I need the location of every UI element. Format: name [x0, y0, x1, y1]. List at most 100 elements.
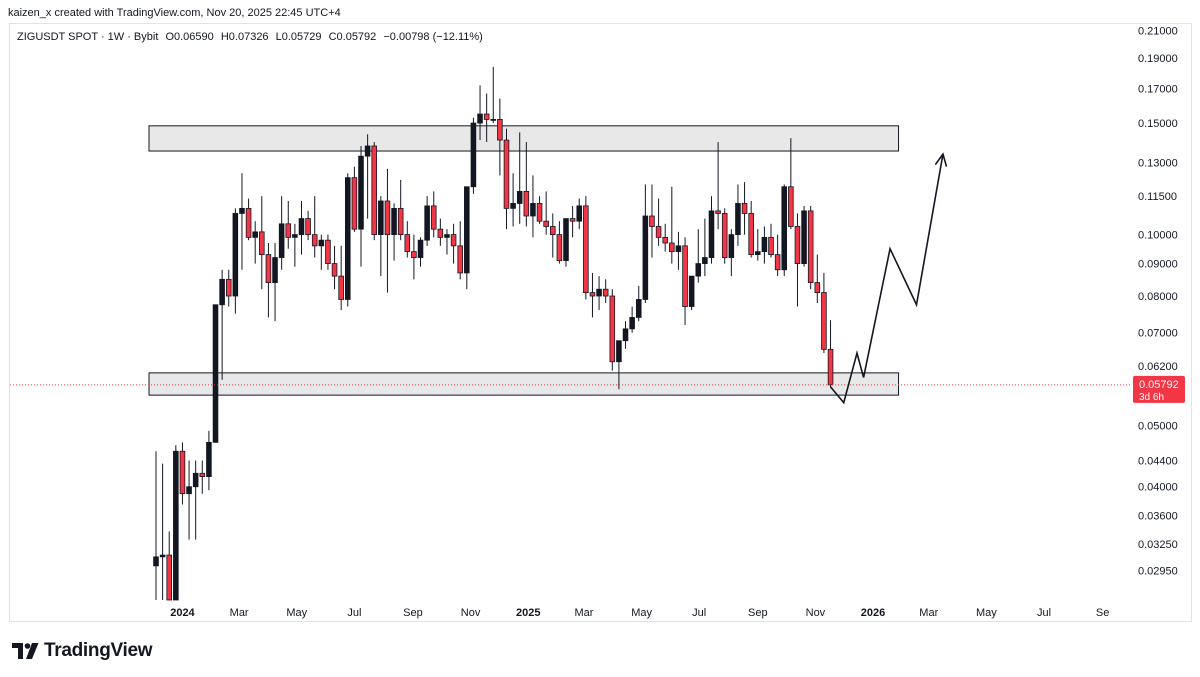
- legend-symbol[interactable]: ZIGUSDT SPOT · 1W · Bybit: [17, 31, 159, 43]
- candle: [411, 234, 417, 280]
- candle: [635, 285, 642, 322]
- candle-body-up: [173, 450, 179, 601]
- candle: [199, 460, 206, 494]
- candle-body-down: [807, 210, 814, 283]
- candle: [397, 179, 404, 241]
- candle: [153, 451, 159, 600]
- x-tick-label: 2026: [861, 607, 885, 619]
- candle: [549, 213, 556, 258]
- candle: [655, 198, 662, 246]
- candle-body-up: [735, 203, 741, 236]
- candle: [404, 221, 411, 258]
- candle-body-up: [464, 186, 470, 274]
- candle: [669, 186, 675, 264]
- candle: [794, 213, 801, 307]
- support-zone: [148, 372, 900, 396]
- candle-body-down: [569, 218, 576, 222]
- candle: [748, 200, 754, 258]
- candle-body-down: [457, 245, 463, 274]
- candle: [298, 200, 305, 255]
- candle: [483, 93, 490, 143]
- x-tick-label: 2024: [170, 607, 195, 619]
- candle-body-down: [549, 226, 556, 236]
- x-tick-label: Nov: [806, 607, 826, 619]
- candle: [807, 205, 814, 290]
- candle: [259, 196, 265, 290]
- candle: [378, 196, 384, 277]
- x-tick-label: Mar: [574, 607, 593, 619]
- tradingview-logo[interactable]: TradingView: [12, 640, 153, 662]
- candle-body-down: [589, 292, 596, 297]
- candle: [219, 269, 225, 380]
- candle: [464, 186, 470, 290]
- candle: [755, 229, 761, 261]
- candle-body-down: [179, 450, 186, 495]
- candle-body-down: [384, 200, 391, 236]
- candle: [688, 275, 695, 311]
- legend-high: H0.07326: [220, 31, 269, 43]
- candle: [331, 245, 338, 290]
- candle-body-up: [477, 113, 483, 124]
- y-tick-label: 0.02950: [1138, 565, 1178, 577]
- candle: [510, 173, 516, 227]
- y-tick-label: 0.11500: [1138, 191, 1177, 203]
- chart-frame: [9, 23, 1192, 622]
- candle: [457, 221, 463, 280]
- resistance-zone: [148, 125, 900, 152]
- candle-body-down: [166, 554, 173, 601]
- candle: [788, 138, 794, 230]
- candle-body-up: [629, 317, 635, 330]
- candle: [364, 134, 371, 219]
- y-tick-label: 0.10000: [1138, 230, 1178, 242]
- candle-body-down: [768, 236, 774, 255]
- x-tick-label: Sep: [403, 607, 423, 619]
- candle: [212, 304, 219, 443]
- candle: [384, 168, 391, 293]
- y-tick-label: 0.03250: [1138, 539, 1178, 551]
- candle-body-up: [292, 234, 298, 238]
- candle: [318, 234, 325, 270]
- candle-body-down: [225, 278, 232, 297]
- candle-body-down: [649, 215, 655, 227]
- candle: [391, 203, 397, 261]
- candle: [159, 463, 166, 600]
- candle-body-down: [503, 139, 510, 209]
- candle-body-down: [338, 275, 344, 300]
- candle-body-up: [563, 218, 569, 261]
- candle-body-up: [298, 218, 305, 236]
- candle: [728, 229, 735, 277]
- candle: [173, 445, 179, 601]
- candle-body-up: [278, 223, 285, 258]
- candle: [179, 442, 186, 505]
- candle: [622, 321, 629, 349]
- candle-body-up: [642, 215, 649, 300]
- y-tick-label: 0.03600: [1138, 511, 1178, 523]
- candle-body-up: [358, 155, 364, 230]
- candle-body-down: [265, 254, 272, 283]
- candle-body-down: [199, 472, 206, 477]
- candle-body-up: [635, 299, 642, 318]
- x-tick-label: Jul: [1037, 607, 1051, 619]
- y-tick-label: 0.04000: [1138, 482, 1178, 494]
- y-tick-label: 0.07000: [1138, 328, 1178, 340]
- candle-body-up: [622, 328, 629, 342]
- candle: [186, 460, 192, 540]
- candle-body-up: [424, 205, 430, 241]
- candle-body-down: [245, 207, 252, 238]
- x-tick-label: Mar: [919, 607, 938, 619]
- candle: [596, 276, 602, 311]
- candle-body-down: [497, 119, 503, 141]
- candle: [801, 205, 807, 267]
- candle-body-up: [186, 486, 192, 495]
- candle-body-down: [602, 288, 609, 297]
- candle-body-down: [794, 226, 801, 264]
- candle-body-up: [688, 275, 695, 307]
- candle-body-down: [305, 218, 311, 236]
- y-tick-label: 0.09000: [1138, 259, 1178, 271]
- y-tick-label: 0.04400: [1138, 455, 1178, 467]
- price-label-value: 0.05792: [1139, 379, 1179, 391]
- y-tick-label: 0.21000: [1138, 25, 1178, 37]
- candle: [206, 430, 212, 491]
- candle-body-up: [576, 205, 583, 222]
